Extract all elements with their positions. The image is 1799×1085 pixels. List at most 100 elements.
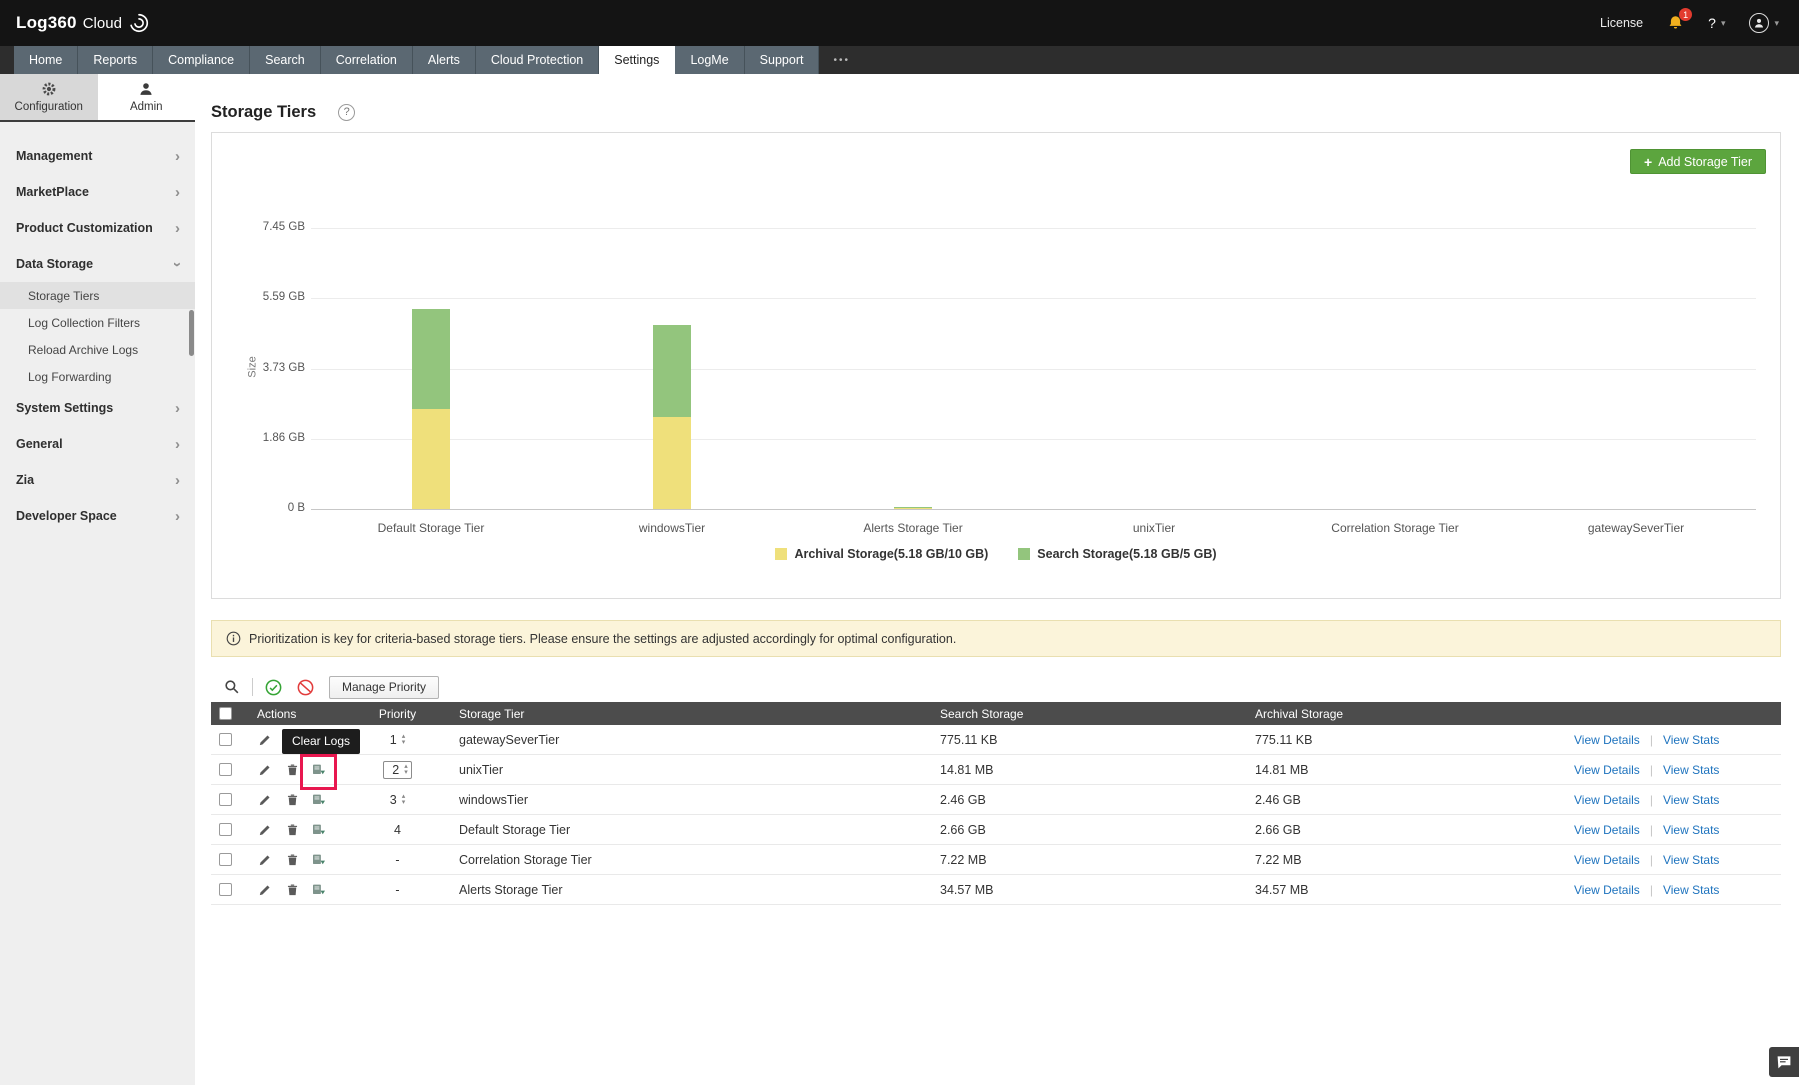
sidebar-item-log-collection-filters[interactable]: Log Collection Filters [28,315,141,330]
row-checkbox[interactable] [219,853,232,866]
view-stats-link[interactable]: View Stats [1662,762,1720,777]
account-menu-button[interactable]: ▾ [1749,13,1779,33]
view-stats-link[interactable]: View Stats [1662,822,1720,837]
table-header-row: Actions Priority Storage Tier Search Sto… [211,702,1781,725]
priority-cell: 4 [355,823,440,837]
sidebar-tab-admin[interactable]: Admin [97,74,195,120]
search-button[interactable] [224,679,240,695]
page-help-icon[interactable]: ? [338,103,356,121]
nav-tab-cloud-protection[interactable]: Cloud Protection [475,46,600,74]
nav-tab-home[interactable]: Home [14,46,79,74]
edit-icon-button[interactable] [257,792,273,808]
sidebar-item-log-forwarding[interactable]: Log Forwarding [28,369,112,384]
priority-spinner[interactable]: ▴ ▾ [401,733,406,746]
delete-icon-button[interactable] [284,792,300,808]
trash-icon [287,884,297,895]
view-stats-link[interactable]: View Stats [1662,882,1720,897]
edit-icon-button[interactable] [257,852,273,868]
chart-gridline [311,369,1756,370]
table-row: 2 ▴ ▾ unixTier 14.81 MB 14.81 MB View Details |… [211,755,1781,785]
view-stats-link[interactable]: View Stats [1662,792,1720,807]
legend-label: Archival Storage(5.18 GB/10 GB) [794,547,989,561]
sidebar-section-marketplace[interactable]: MarketPlace › [0,174,195,210]
trash-icon [287,794,297,805]
delete-icon-button[interactable] [284,882,300,898]
select-all-checkbox[interactable] [219,707,232,720]
row-checkbox[interactable] [219,883,232,896]
priority-spinner[interactable]: ▴ ▾ [401,793,406,806]
disable-button[interactable] [297,679,314,696]
block-circle-icon [297,679,314,695]
sidebar-tabs: Configuration Admin [0,74,195,122]
chevron-right-icon: › [175,147,180,165]
nav-more-button[interactable]: ••• [833,54,850,66]
view-stats-link[interactable]: View Stats [1662,732,1720,747]
edit-icon-button[interactable] [257,732,273,748]
sidebar-scrollbar-thumb[interactable] [189,310,194,356]
notifications-button[interactable]: 1 [1667,8,1693,32]
view-stats-link[interactable]: View Stats [1662,852,1720,867]
clear-logs-glyph [313,854,325,865]
enable-button[interactable] [265,679,282,696]
chevron-down-icon: › [169,261,186,267]
clear-logs-icon-button[interactable] [311,852,327,868]
link-separator: | [1649,762,1653,777]
sidebar-section-data-storage[interactable]: Data Storage › [0,246,195,282]
clear-logs-icon-button[interactable] [311,822,327,838]
nav-tab-reports[interactable]: Reports [78,46,154,74]
edit-icon-button[interactable] [257,822,273,838]
table-row: 3 ▴ ▾ windowsTier 2.46 GB 2.46 GB View Details… [211,785,1781,815]
add-storage-tier-button[interactable]: + Add Storage Tier [1630,149,1766,174]
view-details-link[interactable]: View Details [1574,822,1640,837]
nav-tab-search[interactable]: Search [250,46,321,74]
nav-tab-settings[interactable]: Settings [599,46,676,74]
delete-icon-button[interactable] [284,852,300,868]
sidebar-tab-configuration[interactable]: Configuration [0,74,98,120]
nav-tab-support[interactable]: Support [744,46,820,74]
row-checkbox[interactable] [219,733,232,746]
nav-tab-correlation[interactable]: Correlation [320,46,413,74]
edit-icon-button[interactable] [257,882,273,898]
chevron-right-icon: › [175,435,180,453]
sidebar-section-label: System Settings [16,401,114,415]
clear-logs-icon-button[interactable] [311,792,327,808]
clear-logs-icon-button[interactable] [311,762,327,778]
clear-logs-icon-button[interactable] [311,882,327,898]
row-checkbox[interactable] [219,823,232,836]
chat-feedback-button[interactable] [1769,1047,1799,1077]
sidebar-section-system-settings[interactable]: System Settings › [0,390,195,426]
view-details-link[interactable]: View Details [1574,882,1640,897]
archival-storage-value: 775.11 KB [1255,732,1313,747]
priority-spinner[interactable]: ▴ ▾ [404,763,408,776]
help-menu-button[interactable]: ? ▾ [1708,15,1725,31]
sidebar-item-reload-archive-logs[interactable]: Reload Archive Logs [28,342,139,357]
edit-icon-button[interactable] [257,762,273,778]
view-details-link[interactable]: View Details [1574,792,1640,807]
sidebar-section-product-customization[interactable]: Product Customization › [0,210,195,246]
sidebar-item-storage-tiers[interactable]: Storage Tiers [0,282,195,309]
sidebar-section-general[interactable]: General › [0,426,195,462]
legend-swatch-icon [1018,548,1031,560]
delete-icon-button[interactable] [284,762,300,778]
table-row: 4 Default Storage Tier 2.66 GB 2.66 GB View … [211,815,1781,845]
delete-icon-button[interactable] [284,822,300,838]
priority-input[interactable]: 2 ▴ ▾ [383,760,412,779]
row-checkbox[interactable] [219,763,232,776]
nav-tab-compliance[interactable]: Compliance [153,46,251,74]
row-checkbox[interactable] [219,793,232,806]
license-link[interactable]: License [1600,16,1644,30]
view-details-link[interactable]: View Details [1574,852,1640,867]
nav-tab-alerts[interactable]: Alerts [412,46,476,74]
nav-tab-logme[interactable]: LogMe [675,46,745,74]
view-details-link[interactable]: View Details [1574,762,1640,777]
chevron-right-icon: › [175,471,180,489]
sidebar-section-developer-space[interactable]: Developer Space › [0,498,195,534]
app-logo: Log360 Cloud [16,12,150,34]
sidebar-section-management[interactable]: Management › [0,138,195,174]
view-details-link[interactable]: View Details [1574,732,1640,747]
priority-value: - [395,852,400,867]
sidebar-section-zia[interactable]: Zia › [0,462,195,498]
manage-priority-button[interactable]: Manage Priority [329,675,440,699]
link-separator: | [1649,852,1653,867]
legend-label: Search Storage(5.18 GB/5 GB) [1037,547,1217,561]
